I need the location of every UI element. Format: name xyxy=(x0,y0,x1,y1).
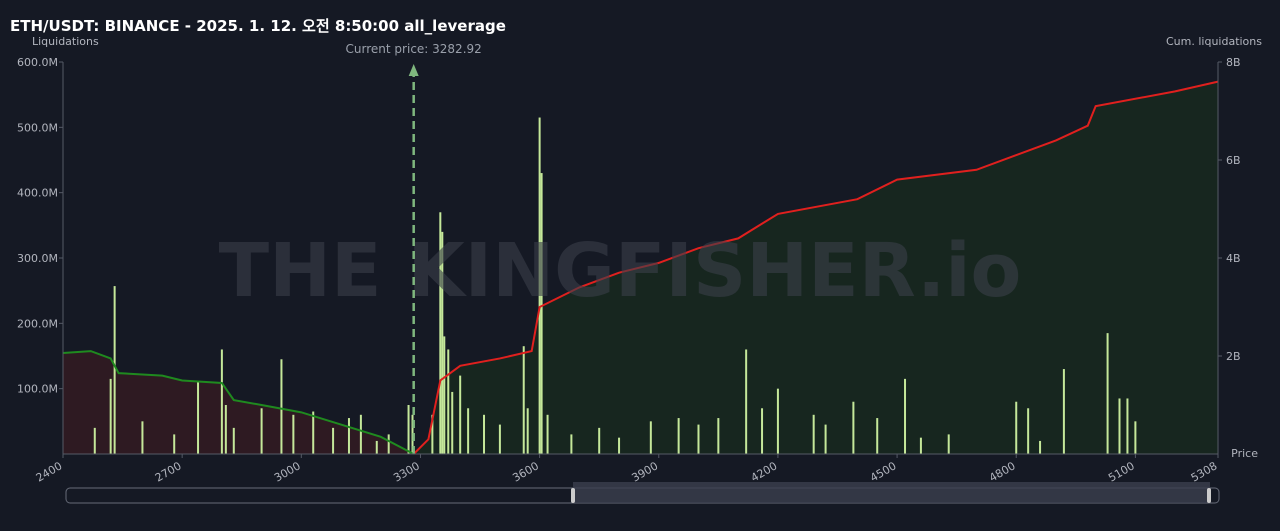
bar xyxy=(570,434,573,454)
chart-title: ETH/USDT: BINANCE - 2025. 1. 12. 오전 8:50… xyxy=(10,17,506,35)
bar xyxy=(312,411,315,454)
watermark: THE KINGFISHER.io xyxy=(219,228,1022,314)
y-tick-label: 300.0M xyxy=(17,252,58,265)
bar xyxy=(459,375,462,454)
cum-area xyxy=(63,351,414,454)
x-tick-label: 3900 xyxy=(630,459,661,484)
bar xyxy=(526,408,529,454)
current-price-arrow xyxy=(408,64,419,76)
x-axis-label: Price xyxy=(1231,447,1258,460)
bar xyxy=(407,405,410,454)
x-tick-label: 2400 xyxy=(34,459,65,484)
y2-tick-label: 6B xyxy=(1226,154,1241,167)
watermark-group: THE KINGFISHER.io xyxy=(219,228,1022,314)
y2-tick-label: 4B xyxy=(1226,252,1241,265)
bar xyxy=(852,401,855,454)
bar xyxy=(232,427,235,454)
bar xyxy=(717,418,720,454)
y-tick-label: 600.0M xyxy=(17,56,58,69)
bar xyxy=(93,427,96,454)
bar xyxy=(451,391,454,454)
bar xyxy=(1015,401,1018,454)
bar xyxy=(776,388,779,454)
y2-tick-label: 8B xyxy=(1226,56,1241,69)
bar xyxy=(113,286,116,454)
x-tick-label: 3300 xyxy=(391,459,422,484)
y-tick-label: 100.0M xyxy=(17,383,58,396)
bar xyxy=(947,434,950,454)
bar xyxy=(1062,369,1065,454)
bar xyxy=(220,349,223,454)
bar xyxy=(697,424,700,454)
bar xyxy=(761,408,764,454)
bar xyxy=(649,421,652,454)
bar xyxy=(439,212,442,454)
bar xyxy=(375,440,378,454)
bar xyxy=(280,359,283,454)
bar xyxy=(483,414,486,454)
cum-line xyxy=(62,350,415,455)
cum-area xyxy=(413,81,1218,454)
bar xyxy=(441,231,444,454)
plot xyxy=(62,80,1219,455)
x-tick-label: 5100 xyxy=(1106,459,1137,484)
bar xyxy=(141,421,144,454)
bar xyxy=(904,378,907,454)
bar xyxy=(876,418,879,454)
y-tick-label: 200.0M xyxy=(17,317,58,330)
bar xyxy=(919,437,922,454)
bar xyxy=(1039,440,1042,454)
bar xyxy=(109,378,112,454)
zoom-window[interactable] xyxy=(573,482,1210,503)
x-tick-label: 3600 xyxy=(510,459,541,484)
bar xyxy=(824,424,827,454)
bar xyxy=(538,117,541,455)
bar xyxy=(359,414,362,454)
bar xyxy=(618,437,621,454)
bar xyxy=(745,349,748,454)
y-tick-label: 400.0M xyxy=(17,187,58,200)
bar xyxy=(347,418,350,454)
bar xyxy=(812,414,815,454)
y-axis-label: Liquidations xyxy=(32,35,99,48)
x-tick-label: 4500 xyxy=(868,459,899,484)
y2-tick-label: 2B xyxy=(1226,350,1241,363)
bar xyxy=(1118,398,1121,454)
bar xyxy=(522,346,525,454)
bar xyxy=(1027,408,1030,454)
bar xyxy=(677,418,680,454)
x-tick-label: 4800 xyxy=(987,459,1018,484)
bar xyxy=(197,382,200,454)
y2-axis-label: Cum. liquidations xyxy=(1166,35,1262,48)
x-tick-label: 3000 xyxy=(272,459,303,484)
bar xyxy=(498,424,501,454)
bar xyxy=(224,405,227,454)
bar xyxy=(173,434,176,454)
bar xyxy=(1106,333,1109,454)
bar xyxy=(467,408,470,454)
zoom-handle[interactable] xyxy=(1207,488,1211,503)
bar xyxy=(546,414,549,454)
bar xyxy=(1126,398,1129,454)
cum-line xyxy=(412,80,1219,455)
x-tick-label: 2700 xyxy=(153,459,184,484)
bar xyxy=(260,408,263,454)
x-tick-label: 5308 xyxy=(1189,459,1220,484)
bar xyxy=(332,427,335,454)
bar xyxy=(540,173,543,455)
bar xyxy=(443,336,446,454)
bar xyxy=(1134,421,1137,454)
bar xyxy=(598,427,601,454)
bar xyxy=(292,414,295,454)
x-tick-label: 4200 xyxy=(749,459,780,484)
bar xyxy=(447,349,450,454)
bar xyxy=(431,414,434,454)
zoom-handle[interactable] xyxy=(571,488,575,503)
y-tick-label: 500.0M xyxy=(17,121,58,134)
current-price-label: Current price: 3282.92 xyxy=(346,42,482,56)
bar xyxy=(387,434,390,454)
